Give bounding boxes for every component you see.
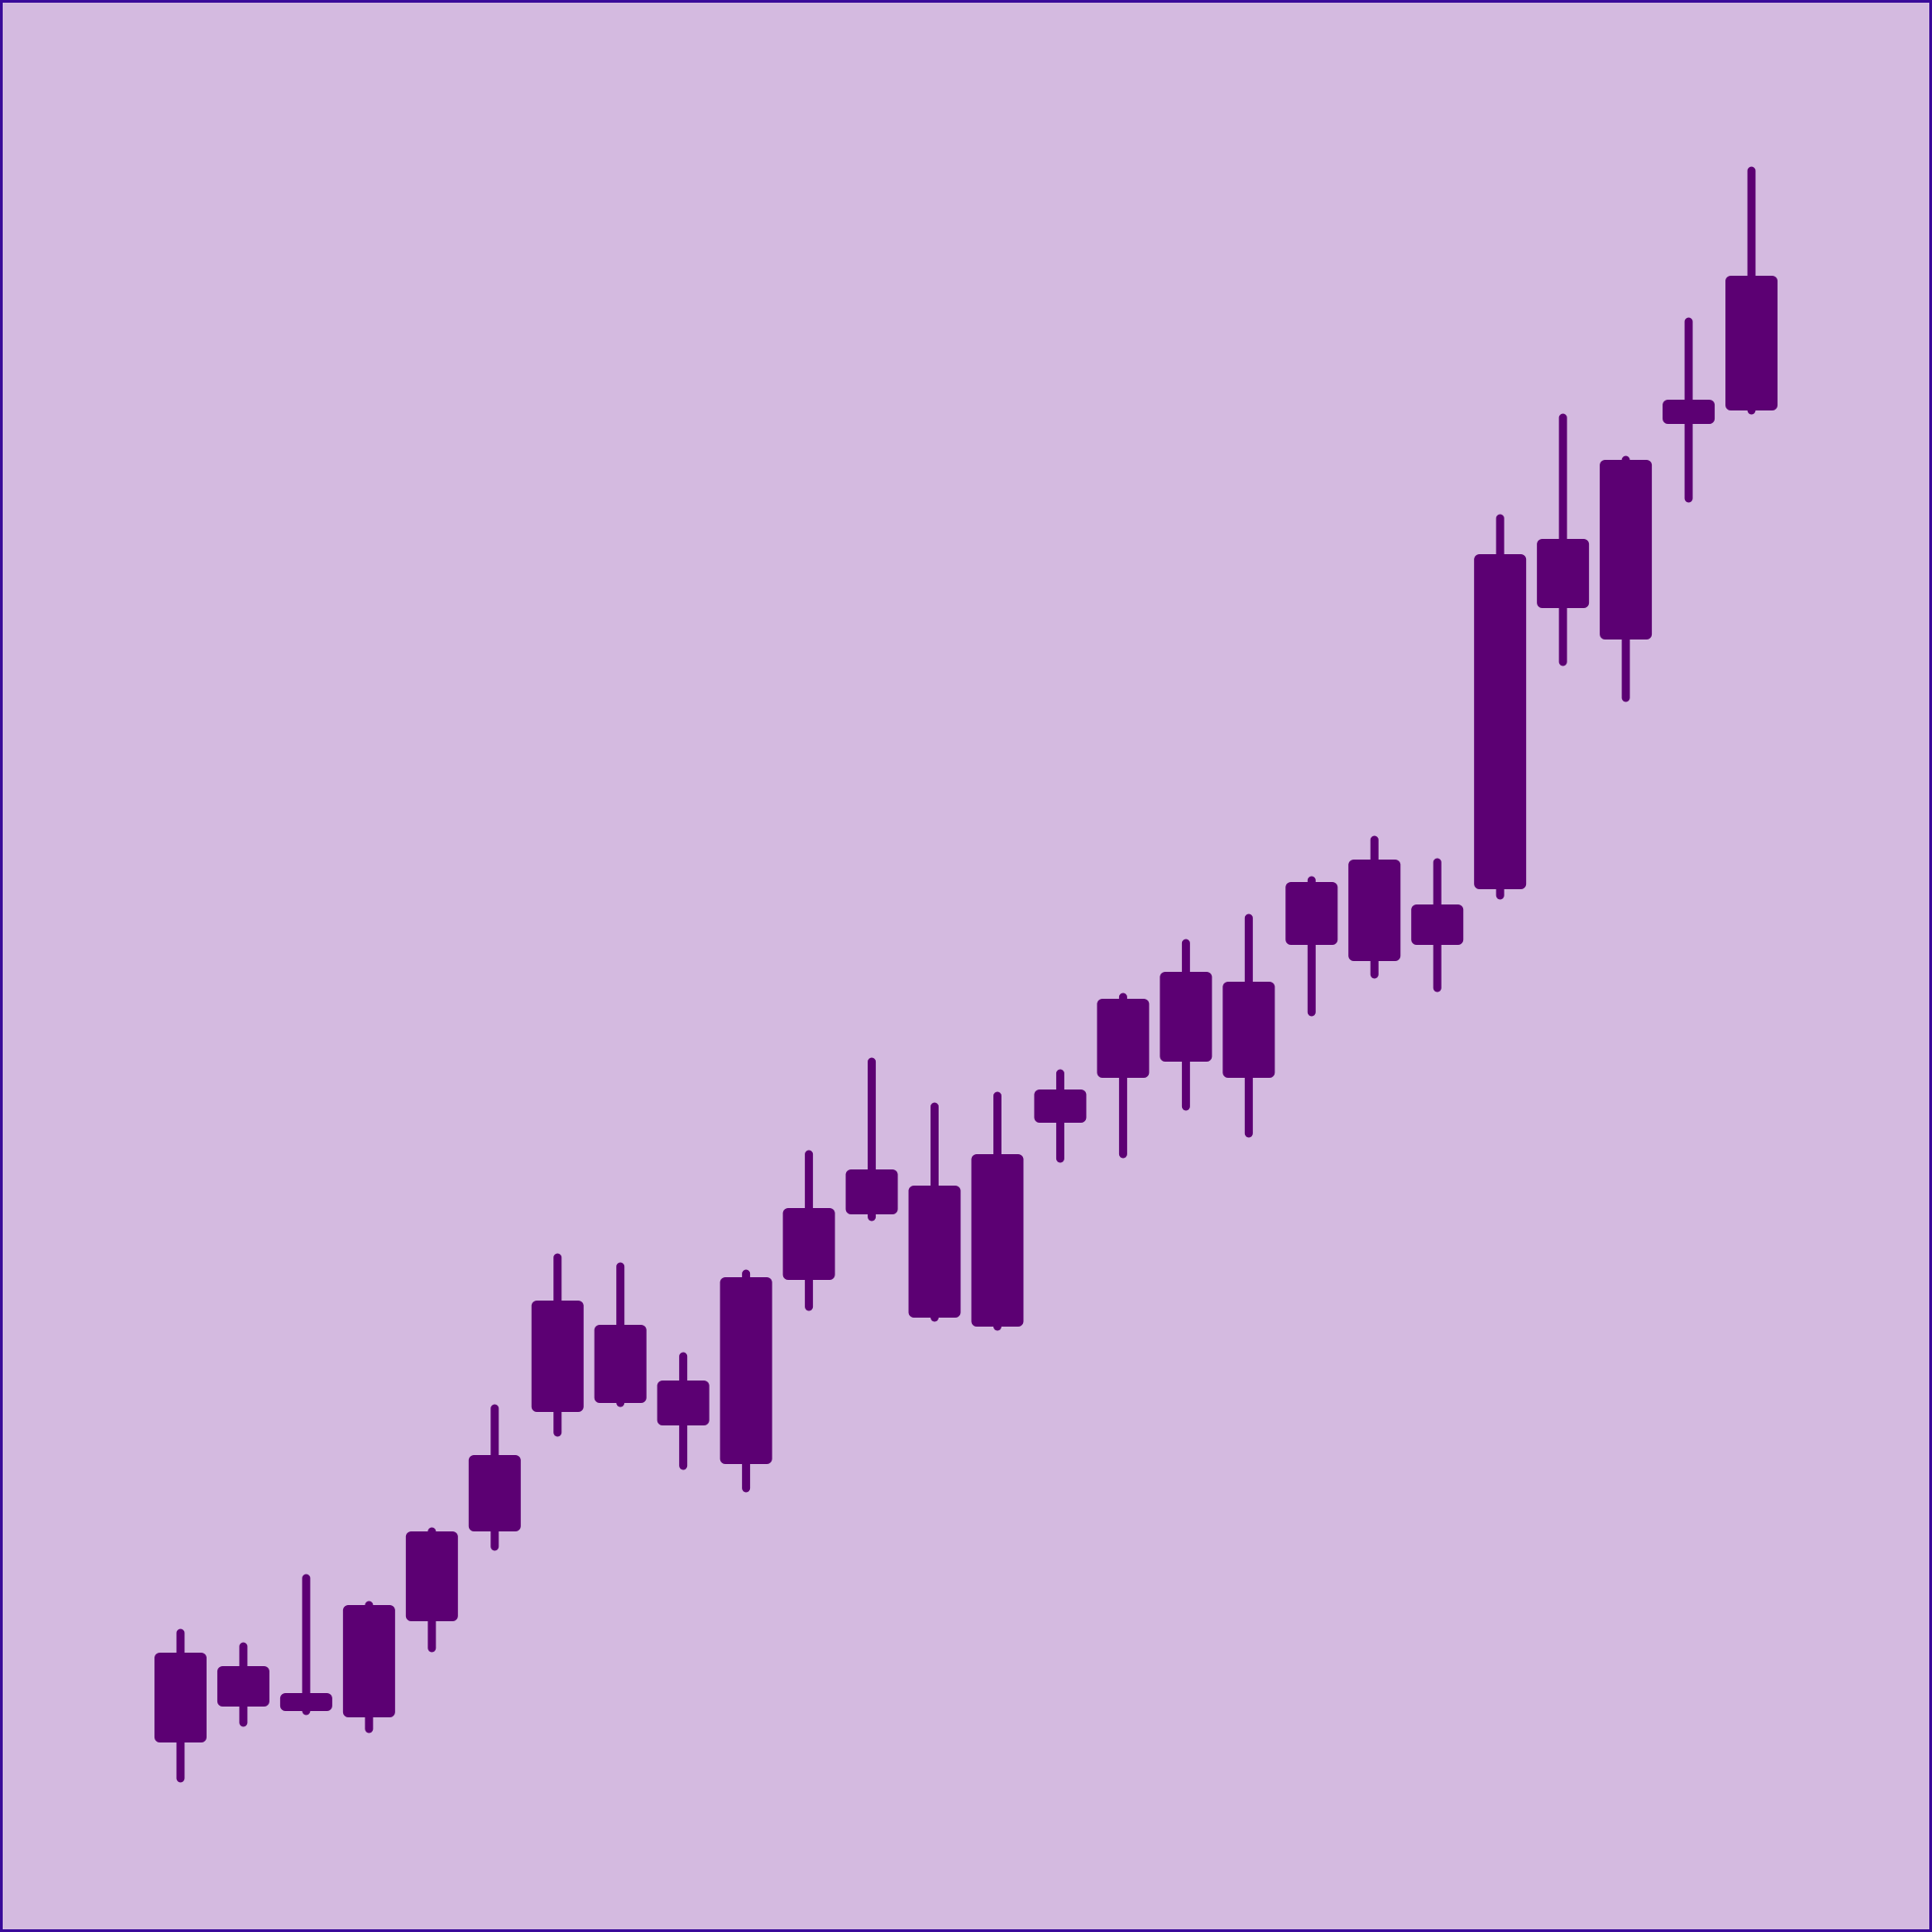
candle-body [782, 1208, 835, 1280]
candle-body [1537, 539, 1590, 608]
candle-body [657, 1381, 710, 1425]
candle-body [1285, 882, 1338, 945]
candle-body [1663, 400, 1716, 424]
candle-body [1348, 860, 1401, 961]
candle-body [468, 1455, 521, 1531]
candle-body [279, 1693, 332, 1711]
candle-body [531, 1301, 584, 1412]
candle-body [405, 1531, 458, 1621]
candle-body [216, 1666, 269, 1707]
candle-body [908, 1186, 961, 1318]
candle-body [154, 1653, 207, 1742]
candle-body [594, 1325, 647, 1403]
candle-body [1034, 1090, 1087, 1123]
candle-body [1600, 460, 1653, 640]
candle-body [1411, 904, 1464, 945]
candle-body [1097, 999, 1150, 1078]
candle-body [342, 1605, 395, 1717]
candle-body [971, 1154, 1024, 1327]
candle-body [1474, 554, 1527, 889]
candle-body [719, 1277, 772, 1464]
candle-body [1160, 972, 1213, 1062]
candle-body [845, 1169, 898, 1214]
candle-body [1725, 276, 1778, 410]
candle-body [1222, 982, 1275, 1078]
